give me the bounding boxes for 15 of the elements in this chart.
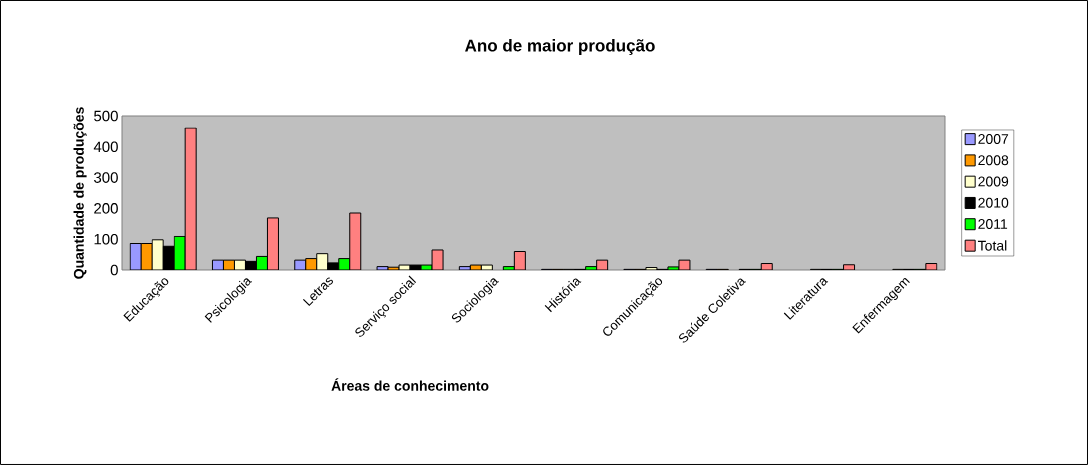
y-tick-label: 400 <box>93 141 118 153</box>
legend-label: 2011 <box>978 219 1008 229</box>
y-axis-title: Quantidade de produções <box>73 107 87 279</box>
legend-label: 2009 <box>978 176 1009 187</box>
legend-label: 2008 <box>978 155 1009 166</box>
y-tick-label: 200 <box>94 203 118 214</box>
legend-label: 2007 <box>978 133 1009 144</box>
y-tick-label: 100 <box>94 233 118 245</box>
x-axis-title: Áreas de conhecimento <box>331 378 489 391</box>
y-tick-label: 500 <box>94 110 118 122</box>
y-tick-label: 0 <box>110 264 118 276</box>
legend-label: 2010 <box>978 197 1009 208</box>
legend-label: Total <box>977 240 1007 251</box>
chart-title: Ano de maior produção <box>465 39 655 55</box>
y-tick-label: 300 <box>94 172 118 183</box>
